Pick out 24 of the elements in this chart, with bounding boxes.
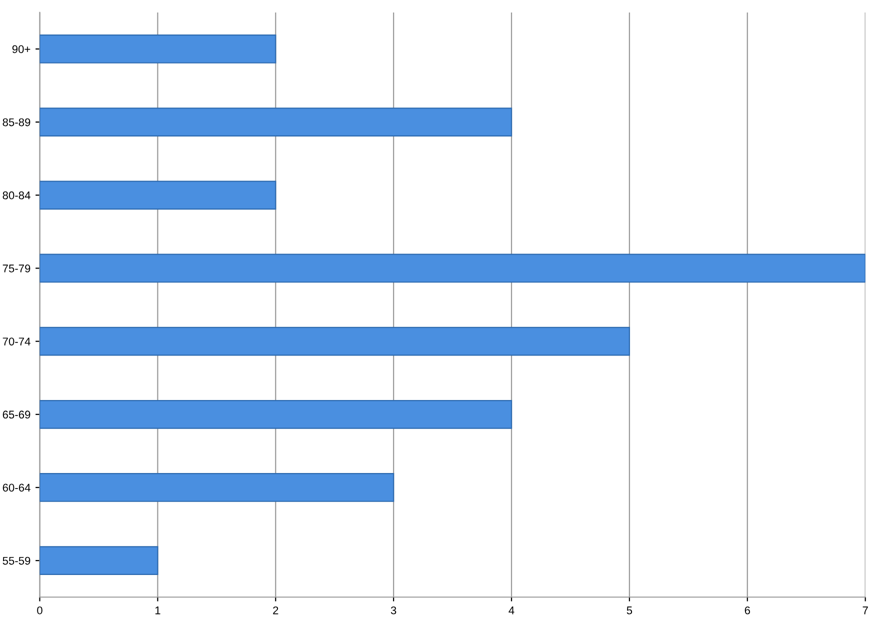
bar xyxy=(40,34,276,64)
bar xyxy=(40,108,512,137)
bar xyxy=(40,473,394,502)
x-tick-label: 4 xyxy=(508,606,514,614)
bar xyxy=(40,326,630,356)
x-tick-label: 0 xyxy=(37,606,42,614)
x-tick-label: 1 xyxy=(155,606,160,614)
x-tick-label: 6 xyxy=(744,606,750,614)
y-tick-label: 55-59 xyxy=(2,556,30,565)
bar xyxy=(40,180,276,210)
bar xyxy=(40,400,512,429)
y-tick-label: 70-74 xyxy=(2,338,30,346)
y-tick-label: 60-64 xyxy=(2,484,30,492)
x-tick-label: 3 xyxy=(390,606,396,614)
x-tick-label: 7 xyxy=(862,606,868,614)
bar xyxy=(40,546,158,576)
y-tick-label: 75-79 xyxy=(2,264,30,272)
y-tick-label: 90+ xyxy=(12,45,30,54)
x-tick-label: 2 xyxy=(273,606,278,614)
x-tick-label: 5 xyxy=(626,606,632,614)
bar xyxy=(40,254,866,283)
y-tick-label: 85-89 xyxy=(2,118,30,126)
y-tick-label: 65-69 xyxy=(2,410,30,419)
y-tick-label: 80-84 xyxy=(2,191,30,200)
